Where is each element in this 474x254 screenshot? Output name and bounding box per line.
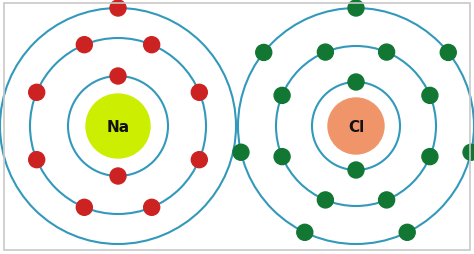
Circle shape bbox=[348, 75, 364, 91]
Circle shape bbox=[191, 152, 207, 168]
Circle shape bbox=[29, 85, 45, 101]
Circle shape bbox=[399, 225, 415, 240]
Circle shape bbox=[274, 149, 290, 165]
Circle shape bbox=[144, 199, 160, 215]
Circle shape bbox=[191, 85, 207, 101]
Circle shape bbox=[110, 168, 126, 184]
Circle shape bbox=[422, 88, 438, 104]
Circle shape bbox=[86, 95, 150, 158]
Circle shape bbox=[29, 152, 45, 168]
Circle shape bbox=[328, 99, 384, 154]
Circle shape bbox=[256, 45, 272, 61]
Circle shape bbox=[274, 88, 290, 104]
Circle shape bbox=[76, 199, 92, 215]
Circle shape bbox=[297, 225, 313, 240]
Circle shape bbox=[379, 192, 395, 208]
Circle shape bbox=[76, 38, 92, 54]
Text: Cl: Cl bbox=[348, 119, 364, 134]
Circle shape bbox=[318, 192, 333, 208]
Circle shape bbox=[233, 145, 249, 161]
Circle shape bbox=[422, 149, 438, 165]
Circle shape bbox=[348, 162, 364, 178]
Circle shape bbox=[110, 1, 126, 17]
Circle shape bbox=[440, 45, 456, 61]
Text: Na: Na bbox=[107, 119, 129, 134]
Circle shape bbox=[110, 69, 126, 85]
Circle shape bbox=[318, 45, 333, 61]
Circle shape bbox=[348, 1, 364, 17]
Circle shape bbox=[379, 45, 395, 61]
Circle shape bbox=[144, 38, 160, 54]
Circle shape bbox=[463, 145, 474, 161]
